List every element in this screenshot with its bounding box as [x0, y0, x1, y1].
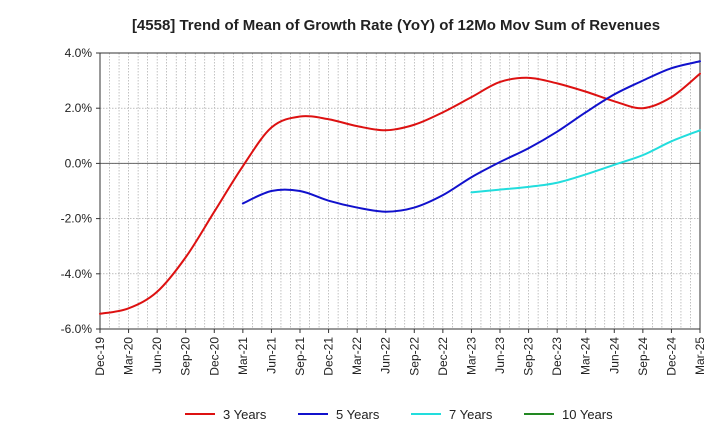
series-line-5-years: [241, 60, 701, 213]
x-tick-label: Jun-24: [607, 337, 621, 374]
series-lines: [99, 60, 701, 315]
y-tick-label: -4.0%: [61, 267, 93, 281]
axes: 4.0% 2.0% 0.0% -2.0% -4.0% -6.0%Dec-19 Mar-20 J…: [61, 46, 707, 376]
x-tick-label: Mar-20: [122, 337, 136, 375]
x-tick-label: Dec-22: [436, 337, 450, 376]
legend-label-7-years: 7 Years: [449, 407, 493, 422]
y-tick-label: -6.0%: [61, 322, 93, 336]
plot-frame: [99, 52, 701, 330]
x-tick-label: Dec-24: [664, 337, 678, 376]
x-tick-label: Jun-21: [264, 337, 278, 374]
x-tick-label: Sep-24: [636, 337, 650, 376]
y-tick-label: 4.0%: [65, 46, 93, 60]
x-tick-label: Mar-25: [693, 337, 707, 375]
x-tick-label: Mar-21: [236, 337, 250, 375]
x-tick-label: Jun-20: [150, 337, 164, 374]
x-tick-label: Dec-20: [207, 337, 221, 376]
chart-title: [4558] Trend of Mean of Growth Rate (YoY…: [132, 17, 660, 34]
x-tick-label: Mar-22: [350, 337, 364, 375]
y-tick-label: 0.0%: [65, 156, 93, 170]
y-tick-label: 2.0%: [65, 101, 93, 115]
y-tick-label: -2.0%: [61, 212, 93, 226]
x-tick-label: Sep-23: [522, 337, 536, 376]
legend-label-10-years: 10 Years: [562, 407, 613, 422]
legend-label-3-years: 3 Years: [223, 407, 267, 422]
x-tick-label: Dec-21: [322, 337, 336, 376]
series-line-7-years: [470, 129, 701, 194]
series-line-3-years: [99, 72, 701, 315]
x-tick-label: Dec-23: [550, 337, 564, 376]
x-tick-label: Jun-22: [379, 337, 393, 374]
x-tick-label: Sep-20: [179, 337, 193, 376]
x-tick-label: Mar-23: [464, 337, 478, 375]
legend: 3 Years 5 Years 7 Years 10 Years: [185, 407, 613, 422]
x-tick-label: Sep-21: [293, 337, 307, 376]
x-tick-label: Sep-22: [407, 337, 421, 376]
x-tick-label: Mar-24: [579, 337, 593, 375]
x-tick-label: Dec-19: [93, 337, 107, 376]
grid: [99, 52, 701, 330]
x-tick-label: Jun-23: [493, 337, 507, 374]
legend-label-5-years: 5 Years: [336, 407, 380, 422]
